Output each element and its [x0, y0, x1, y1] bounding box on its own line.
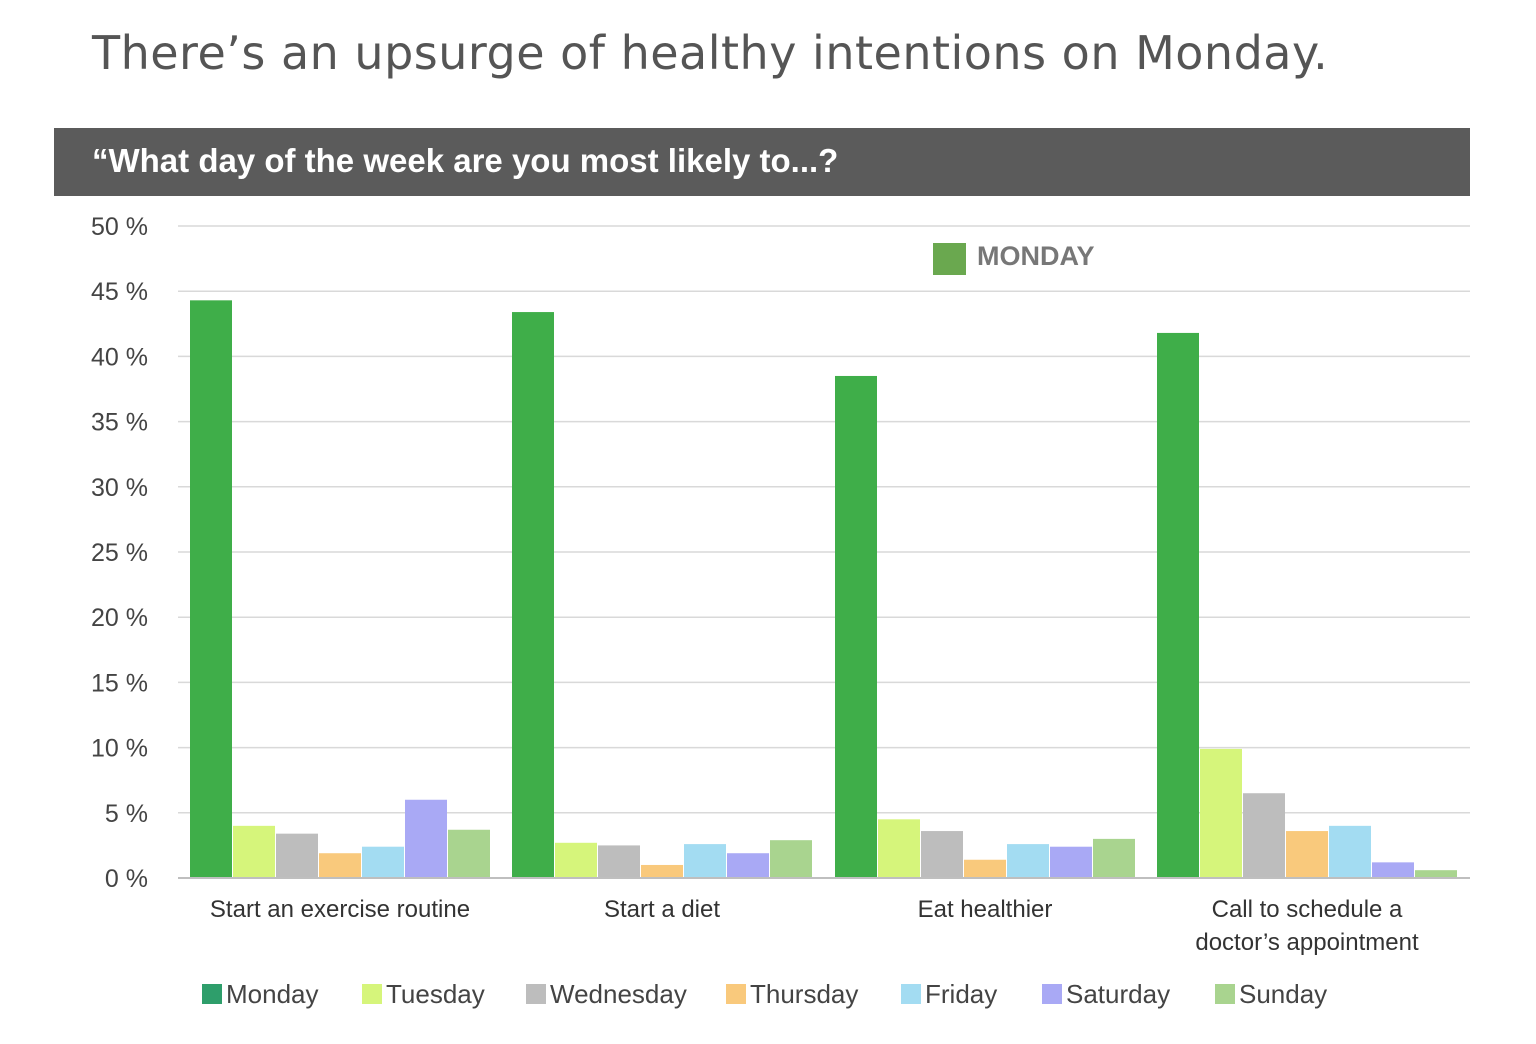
bar-wednesday: [1243, 793, 1285, 878]
bar-thursday: [964, 859, 1006, 878]
bar-tuesday: [878, 819, 920, 878]
bar-sunday: [1415, 870, 1457, 878]
bar-tuesday: [555, 842, 597, 878]
legend-swatch-monday: [202, 984, 222, 1004]
legend-label-wednesday: Wednesday: [550, 979, 687, 1009]
legend-label-thursday: Thursday: [750, 979, 858, 1009]
y-tick-label: 40 %: [91, 343, 148, 371]
bar-tuesday: [1200, 748, 1242, 878]
y-tick-label: 30 %: [91, 474, 148, 502]
bar-thursday: [1286, 831, 1328, 878]
bar-friday: [684, 844, 726, 878]
x-category-label: Start a diet: [604, 896, 720, 923]
legend-swatch-saturday: [1042, 984, 1062, 1004]
bar-monday: [190, 300, 232, 878]
bar-thursday: [641, 864, 683, 878]
x-category-label: doctor’s appointment: [1195, 929, 1419, 956]
bar-friday: [362, 846, 404, 878]
bar-saturday: [727, 853, 769, 878]
legend-label-saturday: Saturday: [1066, 979, 1170, 1009]
y-tick-label: 25 %: [91, 539, 148, 567]
legend-swatch-wednesday: [526, 984, 546, 1004]
legend-label-sunday: Sunday: [1239, 979, 1327, 1009]
y-tick-label: 35 %: [91, 409, 148, 437]
y-tick-label: 0 %: [105, 865, 148, 893]
question-text: “What day of the week are you most likel…: [92, 142, 839, 179]
bar-wednesday: [276, 833, 318, 878]
y-tick-label: 45 %: [91, 278, 148, 306]
bar-saturday: [1372, 862, 1414, 878]
legend-label-monday: Monday: [226, 979, 319, 1009]
bar-saturday: [1050, 846, 1092, 878]
bar-saturday: [405, 799, 447, 878]
bar-friday: [1329, 825, 1371, 878]
legend-label-tuesday: Tuesday: [386, 979, 485, 1009]
bar-sunday: [1093, 838, 1135, 878]
y-tick-label: 5 %: [105, 800, 148, 828]
legend-swatch-sunday: [1215, 984, 1235, 1004]
bar-monday: [512, 312, 554, 879]
question-banner: “What day of the week are you most likel…: [54, 128, 1470, 196]
bar-sunday: [770, 840, 812, 878]
y-tick-label: 15 %: [91, 669, 148, 697]
x-category-label: Call to schedule a: [1212, 896, 1403, 923]
y-tick-label: 20 %: [91, 604, 148, 632]
bar-wednesday: [921, 831, 963, 878]
y-tick-label: 50 %: [91, 213, 148, 241]
page-headline: There’s an upsurge of healthy intentions…: [92, 26, 1329, 80]
bar-monday: [1157, 332, 1199, 879]
monday-annotation-label: MONDAY: [977, 241, 1095, 271]
y-tick-label: 10 %: [91, 735, 148, 763]
monday-annotation-swatch: [933, 243, 966, 275]
bar-wednesday: [598, 845, 640, 878]
legend-swatch-thursday: [726, 984, 746, 1004]
legend-label-friday: Friday: [925, 979, 997, 1009]
bar-friday: [1007, 844, 1049, 878]
legend-swatch-tuesday: [362, 984, 382, 1004]
bar-monday: [835, 375, 877, 878]
x-category-label: Start an exercise routine: [210, 896, 470, 923]
x-category-label: Eat healthier: [918, 896, 1053, 923]
legend-swatch-friday: [901, 984, 921, 1004]
bar-thursday: [319, 853, 361, 878]
bar-sunday: [448, 829, 490, 878]
bar-tuesday: [233, 825, 275, 878]
